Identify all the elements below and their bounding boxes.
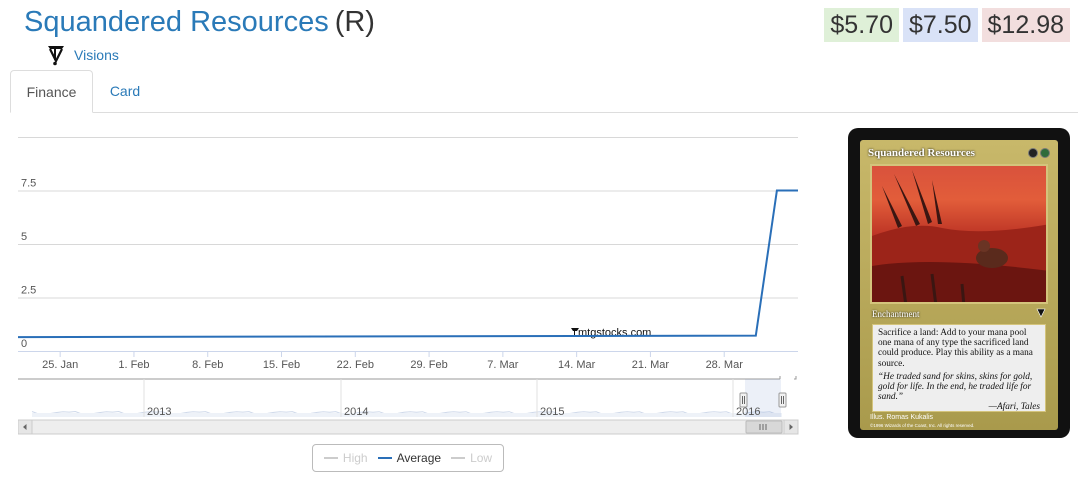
- scroll-right-arrow-icon: [789, 424, 793, 430]
- scroll-left-arrow-icon: [23, 424, 27, 430]
- watermark-logo-icon: [571, 328, 579, 336]
- x-tick-label: 14. Mar: [558, 359, 596, 371]
- x-tick-label: 7. Mar: [487, 359, 519, 371]
- price-summary: $5.70 $7.50 $12.98: [824, 8, 1070, 42]
- x-tick-label: 1. Feb: [118, 359, 149, 371]
- chart-legend: High Average Low: [312, 444, 504, 472]
- price-chart-svg: 0 2.5 5 7.5 25. Jan 1. Feb 8. Feb 15. Feb 22. Fe…: [18, 137, 799, 435]
- price-chart: 0 2.5 5 7.5 25. Jan 1. Feb 8. Feb 15. Feb 22. Fe…: [18, 125, 800, 477]
- chart-watermark: mtgstocks.com: [578, 327, 651, 339]
- x-tick-label: 15. Feb: [263, 359, 300, 371]
- price-high-badge: $12.98: [981, 8, 1070, 42]
- navigator-handle-right-grip: [781, 396, 784, 404]
- y-tick-label: 2.5: [21, 285, 36, 297]
- y-tick-label: 5: [21, 231, 27, 243]
- card-art: [870, 164, 1048, 304]
- legend-item-high[interactable]: High: [323, 451, 368, 465]
- black-mana-icon: [1028, 148, 1038, 158]
- navigator-range-edge: [779, 376, 797, 380]
- card-mana-cost: [1028, 148, 1050, 158]
- card-footer: Illus. Romas Kukalis ©1996 Wizards of th…: [870, 414, 974, 430]
- legend-low-label: Low: [470, 451, 493, 465]
- navigator-handle-left-grip: [742, 396, 745, 404]
- navigator-handle-right[interactable]: [778, 392, 787, 408]
- card-image: Squandered Resources Enchantment Sa: [848, 128, 1070, 438]
- x-tick-label: 21. Mar: [632, 359, 670, 371]
- legend-high-label: High: [342, 451, 368, 465]
- series-line-average: [18, 189, 798, 339]
- y-tick-label: 0: [21, 338, 27, 350]
- price-low-badge: $5.70: [824, 8, 899, 42]
- card-image-name: Squandered Resources: [868, 147, 975, 159]
- tab-bar: Finance Card: [10, 70, 1078, 113]
- visions-set-icon: [46, 44, 66, 66]
- legend-high-swatch: [323, 457, 338, 459]
- navigator-selected-range: [745, 379, 781, 417]
- navigator-handle-left[interactable]: [739, 392, 748, 408]
- card-set-symbol-icon: [1036, 308, 1046, 320]
- navigator-year-label: 2016: [736, 406, 760, 418]
- x-tick-label: 25. Jan: [42, 359, 78, 371]
- x-tick-label: 28. Mar: [706, 359, 744, 371]
- legend-average-swatch: [377, 457, 392, 459]
- card-text-box: Sacrifice a land: Add to your mana pool …: [872, 324, 1046, 412]
- card-name-link[interactable]: Squandered Resources: [24, 6, 329, 38]
- legend-average-label: Average: [396, 451, 442, 465]
- card-flavor-attribution: —Afari, Tales: [988, 402, 1040, 413]
- tab-finance[interactable]: Finance: [10, 70, 93, 113]
- green-mana-icon: [1040, 148, 1050, 158]
- x-tick-label: 8. Feb: [192, 359, 223, 371]
- x-tick-label: 29. Feb: [410, 359, 447, 371]
- scrollbar-thumb-grip-icon: [759, 424, 767, 430]
- card-title-bar: Squandered Resources: [864, 144, 1054, 162]
- legend-item-low[interactable]: Low: [451, 451, 492, 465]
- card-rules-text: Sacrifice a land: Add to your mana pool …: [878, 328, 1033, 369]
- card-illustrator: Illus. Romas Kukalis: [870, 414, 934, 421]
- set-name-link[interactable]: Visions: [74, 47, 119, 63]
- tab-card[interactable]: Card: [109, 83, 141, 99]
- card-copyright: ©1996 Wizards of the Coast, Inc. All rig…: [870, 423, 975, 428]
- price-average-badge: $7.50: [902, 8, 978, 42]
- navigator-year-label: 2015: [540, 406, 564, 418]
- navigator-year-label: 2014: [344, 406, 368, 418]
- title-row: Squandered Resources (R): [24, 6, 375, 46]
- rarity-label: (R): [334, 6, 375, 38]
- card-flavor-text: “He traded sand for skins, skins for gol…: [878, 371, 1033, 403]
- set-row: Visions: [46, 44, 119, 66]
- x-tick-label: 22. Feb: [337, 359, 374, 371]
- card-type-text: Enchantment: [872, 309, 920, 319]
- navigator-scrollbar-track[interactable]: [18, 419, 799, 435]
- navigator-area-fill: [32, 413, 782, 417]
- y-tick-label: 7.5: [21, 178, 36, 190]
- navigator-year-label: 2013: [147, 406, 171, 418]
- card-type-line: Enchantment: [870, 307, 1048, 321]
- card-frame: Squandered Resources Enchantment Sa: [860, 140, 1058, 430]
- legend-item-average[interactable]: Average: [377, 451, 442, 465]
- scrollbar-thumb[interactable]: [745, 420, 783, 434]
- legend-low-swatch: [451, 457, 466, 459]
